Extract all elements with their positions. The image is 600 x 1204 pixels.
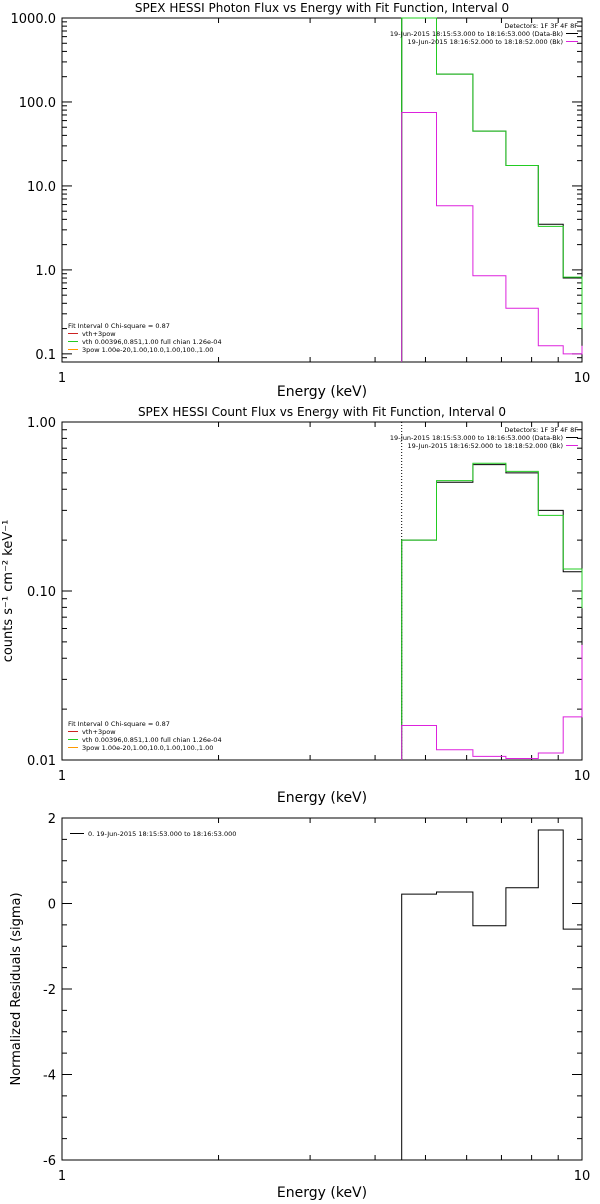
fit-legend-entry: vth+3pow bbox=[82, 330, 116, 338]
series-vth-3pow bbox=[401, 17, 583, 362]
y-axis-label: counts s⁻¹ cm⁻² keV⁻¹ bbox=[1, 520, 16, 663]
x-tick-label: 1 bbox=[58, 769, 66, 784]
y-tick-label: 0.1 bbox=[35, 348, 56, 363]
legend-header: Detectors: 1F 3F 4F 8F bbox=[504, 22, 578, 30]
y-tick-label: -4 bbox=[43, 1069, 56, 1084]
legend-entry: 19-Jun-2015 18:16:52.000 to 18:18:52.000… bbox=[408, 38, 563, 46]
plot-frame bbox=[61, 421, 583, 761]
fit-legend-header: Fit Interval 0 Chi-square = 0.87 bbox=[68, 322, 170, 330]
residual-legend-entry: 0. 19-Jun-2015 18:15:53.000 to 18:16:53.… bbox=[88, 830, 236, 838]
x-tick-label: 10 bbox=[574, 769, 591, 784]
y-axis-label: Normalized Residuals (sigma) bbox=[9, 892, 24, 1085]
y-tick-label: 0.10 bbox=[27, 585, 56, 600]
fit-legend-header: Fit Interval 0 Chi-square = 0.87 bbox=[68, 720, 170, 728]
legend-entry: 19-Jun-2015 18:16:52.000 to 18:18:52.000… bbox=[408, 442, 563, 450]
series-data-bk bbox=[401, 464, 583, 760]
x-tick-label: 1 bbox=[58, 371, 66, 386]
legend-header: Detectors: 1F 3F 4F 8F bbox=[504, 426, 578, 434]
fit-legend-entry: 3pow 1.00e-20,1.00,10.0,1.00,100.,1.00 bbox=[82, 744, 213, 752]
y-tick-label: 0 bbox=[48, 898, 56, 913]
chart-panel-3: 1 10 Energy (keV) -6 -4 -2 0 2 Normalized Residu… bbox=[9, 812, 591, 1201]
y-tick-label: 10.0 bbox=[27, 180, 56, 195]
y-tick-label: 100.0 bbox=[19, 96, 56, 111]
x-tick-label: 10 bbox=[574, 1169, 591, 1184]
chart-title: SPEX HESSI Photon Flux vs Energy with Fi… bbox=[135, 1, 509, 15]
legend-entry: 19-Jun-2015 18:15:53.000 to 18:16:53.000… bbox=[390, 434, 563, 442]
fit-legend-entry: vth 0.00396,0.851,1.00 full chian 1.26e-… bbox=[82, 338, 222, 346]
x-axis-label: Energy (keV) bbox=[277, 1185, 367, 1200]
y-tick-label: -6 bbox=[43, 1154, 56, 1169]
series-bk bbox=[401, 112, 583, 362]
fit-legend-entry: 3pow 1.00e-20,1.00,10.0,1.00,100.,1.00 bbox=[82, 346, 213, 354]
chart-title: SPEX HESSI Count Flux vs Energy with Fit… bbox=[138, 405, 506, 419]
fit-legend-entry: vth 0.00396,0.851,1.00 full chian 1.26e-… bbox=[82, 736, 222, 744]
plot-frame bbox=[61, 817, 583, 1161]
x-axis-label: Energy (keV) bbox=[277, 790, 367, 806]
series-data-bk bbox=[401, 17, 583, 362]
series-bk bbox=[401, 644, 583, 760]
x-tick-label: 10 bbox=[574, 371, 591, 386]
legend-entry: 19-Jun-2015 18:15:53.000 to 18:16:53.000… bbox=[390, 30, 563, 38]
plot-frame bbox=[61, 17, 583, 363]
x-tick-label: 1 bbox=[58, 1169, 66, 1184]
y-tick-label: 1.00 bbox=[27, 416, 56, 431]
y-tick-label: -2 bbox=[43, 983, 56, 998]
y-tick-label: 1.0 bbox=[35, 264, 56, 279]
x-axis-label: Energy (keV) bbox=[277, 384, 367, 400]
chart-panel-2: SPEX HESSI Count Flux vs Energy with Fit… bbox=[1, 405, 590, 806]
fit-legend-entry: vth+3pow bbox=[82, 728, 116, 736]
y-tick-label: 1000.0 bbox=[11, 12, 57, 27]
y-tick-label: 2 bbox=[48, 812, 56, 827]
chart-panel-1: SPEX HESSI Photon Flux vs Energy with Fi… bbox=[11, 1, 591, 400]
y-tick-label: 0.01 bbox=[27, 754, 56, 769]
series-vth-3pow bbox=[401, 462, 583, 760]
series-residuals bbox=[401, 829, 583, 1160]
